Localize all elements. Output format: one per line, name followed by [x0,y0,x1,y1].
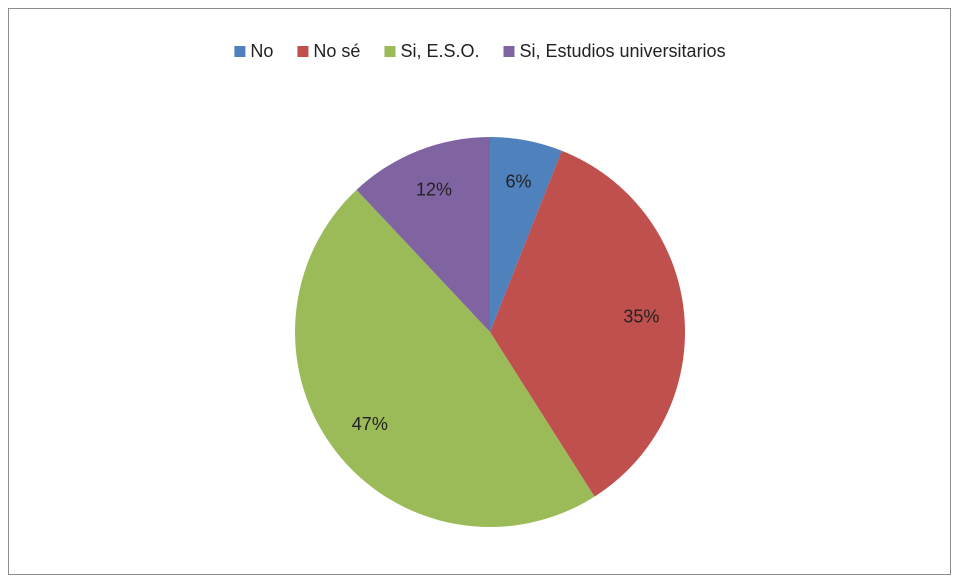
legend-swatch [234,46,246,57]
legend-swatch [297,46,309,57]
data-label: 12% [416,179,452,199]
data-label: 35% [623,306,659,326]
pie-slice [356,137,490,332]
pie-slice [294,189,595,528]
legend-label: Si, Estudios universitarios [519,41,725,61]
legend-swatch [384,46,396,57]
legend-label: No [250,41,273,61]
legend-label: Si, E.S.O. [400,41,479,61]
data-label: 47% [352,414,388,434]
data-label: 6% [505,171,531,191]
pie-slice [490,150,686,497]
legend-swatch [503,46,515,57]
pie-slice [490,137,562,332]
legend-label: No sé [313,41,360,61]
